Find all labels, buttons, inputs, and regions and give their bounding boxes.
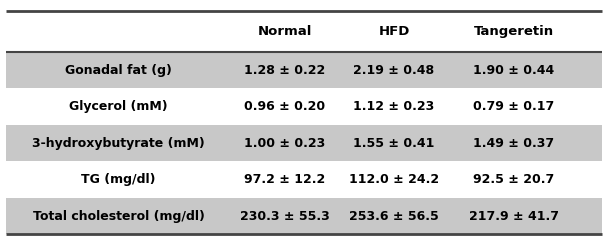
- Text: 1.90 ± 0.44: 1.90 ± 0.44: [473, 64, 554, 77]
- Text: 97.2 ± 12.2: 97.2 ± 12.2: [244, 173, 325, 186]
- Text: 2.19 ± 0.48: 2.19 ± 0.48: [353, 64, 435, 77]
- Text: 230.3 ± 55.3: 230.3 ± 55.3: [240, 209, 330, 222]
- Text: HFD: HFD: [378, 25, 410, 38]
- Text: Glycerol (mM): Glycerol (mM): [69, 100, 168, 113]
- Text: 92.5 ± 20.7: 92.5 ± 20.7: [473, 173, 554, 186]
- Bar: [6, 198, 602, 234]
- Text: 1.49 ± 0.37: 1.49 ± 0.37: [473, 137, 554, 149]
- Bar: [6, 52, 602, 88]
- Text: Total cholesterol (mg/dl): Total cholesterol (mg/dl): [33, 209, 204, 222]
- Text: 0.96 ± 0.20: 0.96 ± 0.20: [244, 100, 325, 113]
- Text: 217.9 ± 41.7: 217.9 ± 41.7: [469, 209, 559, 222]
- Text: 1.28 ± 0.22: 1.28 ± 0.22: [244, 64, 325, 77]
- Text: Gonadal fat (g): Gonadal fat (g): [65, 64, 172, 77]
- Text: 253.6 ± 56.5: 253.6 ± 56.5: [349, 209, 439, 222]
- Bar: [6, 125, 602, 161]
- Text: 1.12 ± 0.23: 1.12 ± 0.23: [353, 100, 435, 113]
- Text: 1.00 ± 0.23: 1.00 ± 0.23: [244, 137, 325, 149]
- Text: Normal: Normal: [257, 25, 312, 38]
- Text: 3-hydroxybutyrate (mM): 3-hydroxybutyrate (mM): [32, 137, 205, 149]
- Text: 112.0 ± 24.2: 112.0 ± 24.2: [349, 173, 439, 186]
- Text: 1.55 ± 0.41: 1.55 ± 0.41: [353, 137, 435, 149]
- Text: TG (mg/dl): TG (mg/dl): [81, 173, 156, 186]
- Text: 0.79 ± 0.17: 0.79 ± 0.17: [473, 100, 554, 113]
- Text: Tangeretin: Tangeretin: [474, 25, 554, 38]
